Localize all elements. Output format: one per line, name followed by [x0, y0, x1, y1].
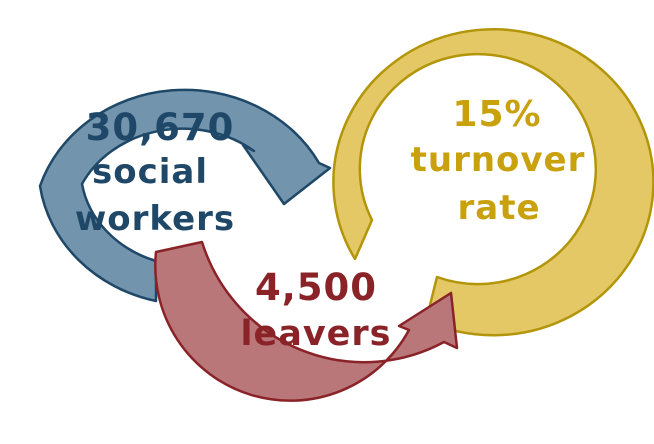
worker-count-caption-line1: social: [92, 152, 208, 192]
yellow-cycle-ring: [332, 27, 654, 337]
worker-count-caption-line2: workers: [75, 199, 235, 239]
worker-count-label: 30,670: [86, 106, 235, 149]
leavers-count-label: 4,500: [255, 266, 377, 309]
leavers-caption: leavers: [241, 314, 392, 354]
turnover-rate-value: 15%: [452, 94, 541, 135]
blue-cycle-arrow: [38, 88, 332, 303]
turnover-rate-caption-line1: turnover: [411, 140, 586, 180]
turnover-rate-caption-line2: rate: [457, 188, 540, 228]
red-cycle-arrow: [154, 240, 459, 402]
